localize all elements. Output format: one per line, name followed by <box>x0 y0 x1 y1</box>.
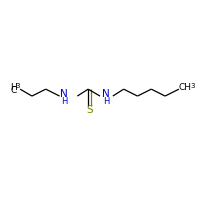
Text: H: H <box>61 97 67 106</box>
Text: CH: CH <box>178 83 191 92</box>
Text: C: C <box>10 86 16 95</box>
Text: 3: 3 <box>190 83 195 89</box>
Text: S: S <box>86 105 93 115</box>
Text: 3: 3 <box>16 83 20 89</box>
Text: H: H <box>10 83 17 92</box>
Text: H: H <box>103 97 109 106</box>
Text: N: N <box>102 89 110 99</box>
Text: N: N <box>60 89 68 99</box>
